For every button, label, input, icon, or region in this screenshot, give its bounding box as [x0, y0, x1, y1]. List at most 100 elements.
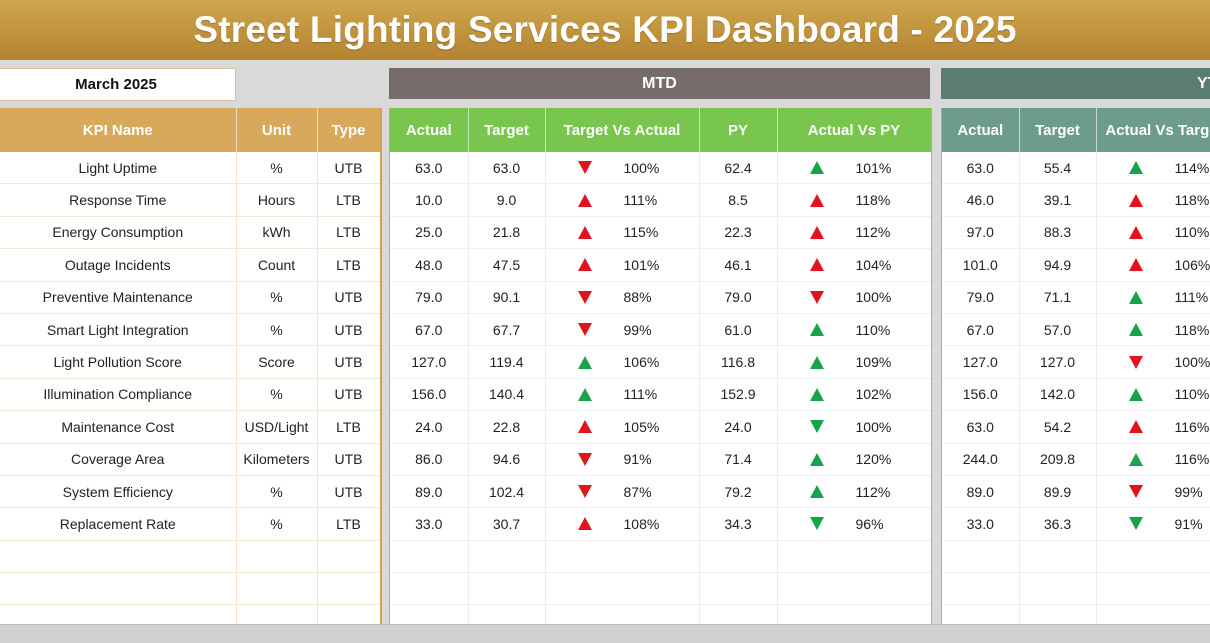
- mtd-actual-cell: 25.0: [390, 216, 468, 248]
- kpi-header-1: Unit: [236, 108, 317, 152]
- mtd-actual-vs-py-cell: 101%: [777, 152, 931, 184]
- mtd-actual-cell: 33.0: [390, 508, 468, 540]
- mtd-target-cell: 94.6: [468, 443, 545, 475]
- kpi-name-cell: Outage Incidents: [0, 249, 236, 281]
- percent-value: 109%: [856, 354, 892, 370]
- kpi-type-cell: UTB: [317, 281, 380, 313]
- kpi-row: Smart Light Integration%UTB: [0, 313, 380, 345]
- mtd-actual-vs-py-cell: 100%: [777, 411, 931, 443]
- empty-cell: [1019, 605, 1096, 624]
- mtd-target-vs-actual-cell: 88%: [545, 281, 699, 313]
- arrow-down-red-icon: [546, 323, 624, 336]
- empty-cell: [545, 605, 699, 624]
- mtd-actual-cell: 89.0: [390, 475, 468, 507]
- arrow-up-red-icon: [778, 226, 856, 239]
- empty-cell: [777, 540, 931, 572]
- empty-cell: [0, 573, 236, 605]
- mtd-target-cell: 140.4: [468, 378, 545, 410]
- mtd-actual-vs-py-cell: 110%: [777, 313, 931, 345]
- mtd-actual-cell: 156.0: [390, 378, 468, 410]
- ytd-target-cell: 36.3: [1019, 508, 1096, 540]
- empty-cell: [236, 540, 317, 572]
- mtd-actual-vs-py-cell: 120%: [777, 443, 931, 475]
- percent-value: 118%: [1175, 322, 1210, 338]
- empty-cell: [468, 573, 545, 605]
- mtd-py-cell: 79.0: [699, 281, 777, 313]
- ytd-actual-cell: 101.0: [942, 249, 1019, 281]
- kpi-name-cell: Smart Light Integration: [0, 313, 236, 345]
- arrow-up-green-icon: [546, 388, 624, 401]
- mtd-header-0: Actual: [390, 108, 468, 152]
- kpi-type-cell: UTB: [317, 346, 380, 378]
- arrow-up-red-icon: [546, 194, 624, 207]
- arrow-up-red-icon: [1097, 194, 1175, 207]
- arrow-down-red-icon: [546, 291, 624, 304]
- mtd-actual-vs-py-cell: 112%: [777, 216, 931, 248]
- percent-value: 115%: [624, 224, 659, 240]
- ytd-section-label: YTD: [1197, 75, 1210, 93]
- mtd-row: [390, 573, 931, 605]
- mtd-py-cell: 61.0: [699, 313, 777, 345]
- dashboard-title: Street Lighting Services KPI Dashboard -…: [193, 9, 1016, 51]
- kpi-row: [0, 540, 380, 572]
- dashboard-banner: Street Lighting Services KPI Dashboard -…: [0, 0, 1210, 60]
- percent-value: 99%: [624, 322, 652, 338]
- empty-cell: [1019, 573, 1096, 605]
- mtd-actual-vs-py-cell: 100%: [777, 281, 931, 313]
- arrow-up-green-icon: [778, 323, 856, 336]
- mtd-actual-cell: 24.0: [390, 411, 468, 443]
- kpi-name-cell: Energy Consumption: [0, 216, 236, 248]
- kpi-unit-cell: Score: [236, 346, 317, 378]
- ytd-actual-vs-target-cell: 100%: [1096, 346, 1210, 378]
- ytd-target-cell: 89.9: [1019, 475, 1096, 507]
- mtd-py-cell: 62.4: [699, 152, 777, 184]
- ytd-header-1: Target: [1019, 108, 1096, 152]
- empty-cell: [777, 605, 931, 624]
- kpi-type-cell: UTB: [317, 152, 380, 184]
- arrow-up-green-icon: [778, 485, 856, 498]
- mtd-actual-cell: 79.0: [390, 281, 468, 313]
- percent-value: 87%: [624, 484, 652, 500]
- kpi-row: Preventive Maintenance%UTB: [0, 281, 380, 313]
- mtd-target-cell: 47.5: [468, 249, 545, 281]
- kpi-row: Illumination Compliance%UTB: [0, 378, 380, 410]
- empty-cell: [1096, 605, 1210, 624]
- mtd-py-cell: 8.5: [699, 184, 777, 216]
- arrow-up-red-icon: [546, 226, 624, 239]
- kpi-name-cell: Response Time: [0, 184, 236, 216]
- empty-cell: [1096, 540, 1210, 572]
- arrow-down-green-icon: [778, 420, 856, 433]
- ytd-row: [942, 573, 1210, 605]
- arrow-up-red-icon: [546, 258, 624, 271]
- mtd-target-vs-actual-cell: 105%: [545, 411, 699, 443]
- mtd-actual-vs-py-cell: 118%: [777, 184, 931, 216]
- percent-value: 106%: [1175, 257, 1210, 273]
- kpi-name-cell: Illumination Compliance: [0, 378, 236, 410]
- arrow-down-red-icon: [546, 453, 624, 466]
- month-selector[interactable]: March 2025: [0, 68, 236, 101]
- kpi-name-cell: System Efficiency: [0, 475, 236, 507]
- mtd-target-vs-actual-cell: 91%: [545, 443, 699, 475]
- mtd-actual-cell: 86.0: [390, 443, 468, 475]
- kpi-type-cell: UTB: [317, 378, 380, 410]
- arrow-up-green-icon: [778, 388, 856, 401]
- percent-value: 91%: [624, 451, 652, 467]
- percent-value: 88%: [624, 289, 652, 305]
- empty-cell: [699, 540, 777, 572]
- mtd-target-cell: 63.0: [468, 152, 545, 184]
- mtd-header-4: Actual Vs PY: [777, 108, 931, 152]
- percent-value: 104%: [856, 257, 892, 273]
- percent-value: 114%: [1175, 160, 1210, 176]
- percent-value: 100%: [1175, 354, 1210, 370]
- arrow-up-green-icon: [778, 453, 856, 466]
- percent-value: 105%: [624, 419, 660, 435]
